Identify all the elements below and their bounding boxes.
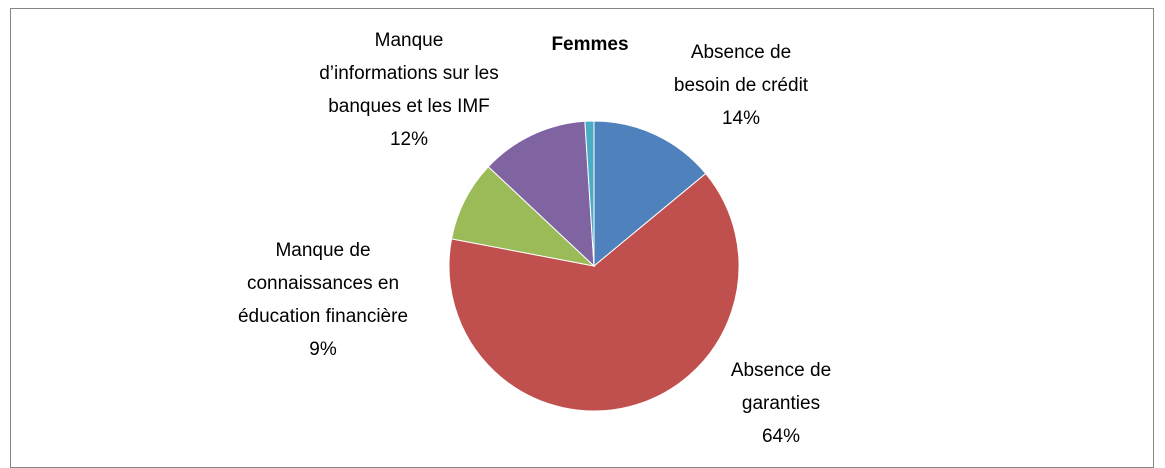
slice-label: Absence de garanties 64% — [706, 354, 856, 453]
value-label: 9% — [309, 339, 337, 360]
pie-slice — [487, 120, 595, 268]
category-label: Absence de garanties — [730, 360, 832, 414]
chart: Femmes Absence de besoin de crédit 14% Abs… — [10, 8, 1154, 468]
category-label: Manque de connaissances en éducation fin… — [237, 240, 409, 327]
slice-label: Absence de besoin de crédit 14% — [666, 36, 816, 135]
slice-label: Manque d’informations sur les banques et… — [314, 24, 504, 156]
pie-slice — [584, 120, 595, 267]
category-label: Absence de besoin de crédit — [673, 42, 809, 96]
pie-slice — [448, 172, 740, 412]
value-label: 12% — [389, 129, 429, 150]
pie-area — [448, 120, 740, 412]
value-label: 64% — [761, 426, 801, 447]
category-label: Manque d’informations sur les banques et… — [319, 30, 499, 117]
pie-slice — [450, 166, 596, 267]
slice-label: Manque de connaissances en éducation fin… — [228, 234, 418, 366]
value-label: 14% — [721, 108, 761, 129]
pie-slice — [593, 120, 707, 268]
chart-title: Femmes — [551, 34, 629, 55]
